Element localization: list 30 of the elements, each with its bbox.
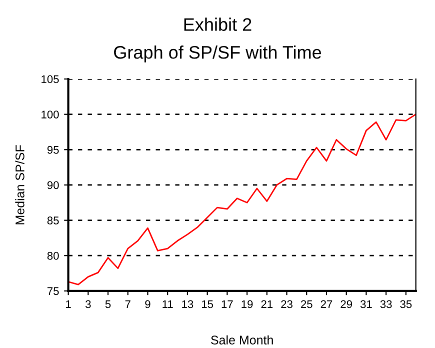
x-tick-label: 15: [202, 300, 214, 308]
x-tick-label: 23: [281, 300, 292, 308]
y-axis-title: Median SP/SF: [15, 145, 24, 224]
x-tick-label: 33: [380, 300, 392, 308]
chart-title: Exhibit 2: [184, 18, 252, 31]
y-tick-label: 90: [47, 181, 59, 190]
y-tick-label: 85: [47, 216, 59, 224]
x-tick-label: 13: [182, 300, 194, 308]
x-tick-label: 21: [261, 300, 273, 308]
chart-subtitle: Graph of SP/SF with Time: [114, 46, 322, 62]
line-series: [68, 114, 416, 286]
x-tick-label: 19: [242, 300, 253, 308]
x-tick-label: 27: [320, 300, 332, 308]
x-tick-label: 1: [66, 300, 71, 308]
x-tick-label: 29: [340, 300, 352, 308]
x-tick-label: 9: [145, 300, 150, 308]
y-tick-label: 105: [42, 75, 59, 84]
x-tick-label: 25: [301, 300, 312, 308]
y-tick-label: 75: [47, 287, 59, 296]
y-tick-label: 95: [47, 146, 59, 154]
x-tick-label: 3: [85, 300, 91, 308]
x-axis-title: Sale Month: [211, 335, 273, 344]
x-tick-label: 35: [400, 300, 412, 308]
y-tick-label: 100: [42, 110, 59, 118]
y-tick-label: 80: [47, 252, 59, 260]
x-tick-label: 5: [105, 300, 111, 308]
x-tick-label: 31: [360, 300, 372, 308]
x-tick-label: 17: [222, 300, 233, 308]
x-tick-label: 7: [125, 300, 130, 308]
x-tick-label: 11: [162, 300, 173, 308]
